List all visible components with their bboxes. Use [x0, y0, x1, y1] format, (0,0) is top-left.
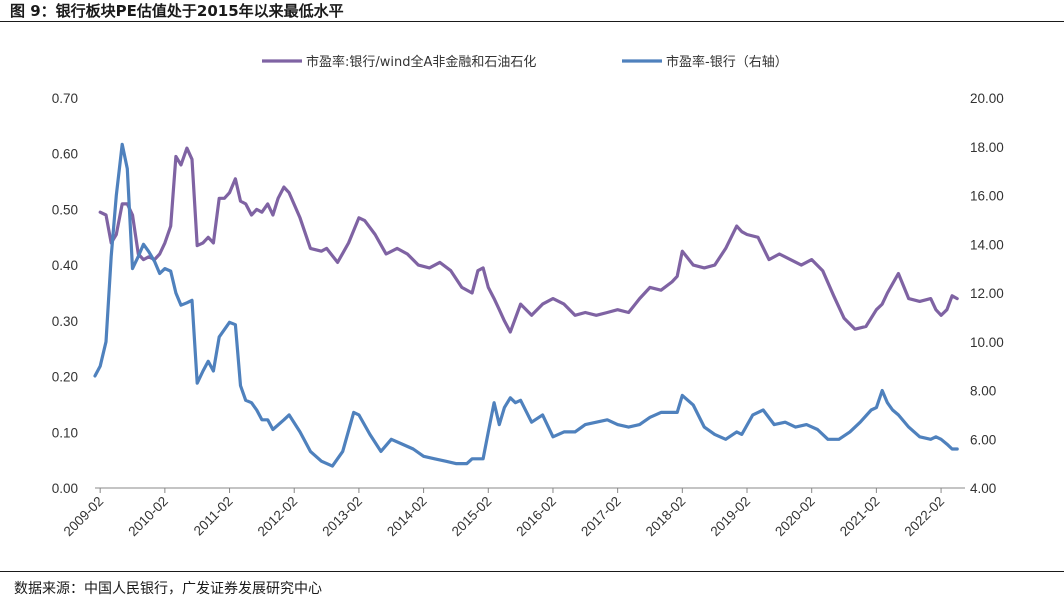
- y-right-tick-label: 18.00: [970, 140, 1004, 155]
- y-right-tick-label: 10.00: [970, 335, 1004, 350]
- y-right-tick-label: 16.00: [970, 189, 1004, 204]
- x-tick-label: 2013-02: [319, 494, 365, 540]
- y-left-tick-label: 0.20: [52, 370, 78, 385]
- x-tick-label: 2017-02: [578, 494, 624, 540]
- x-tick-label: 2011-02: [191, 494, 236, 539]
- y-right-tick-label: 12.00: [970, 286, 1004, 301]
- y-left-tick-label: 0.30: [52, 314, 78, 329]
- y-left-tick-label: 0.50: [52, 202, 78, 217]
- legend-label: 市盈率:银行/wind全A非金融和石油石化: [306, 54, 536, 70]
- figure-title: 图 9：银行板块PE估值处于2015年以来最低水平: [10, 2, 344, 20]
- y-left-tick-label: 0.10: [52, 425, 78, 440]
- x-tick-label: 2019-02: [707, 494, 753, 540]
- y-left-tick-label: 0.00: [52, 481, 78, 496]
- bottom-rule: [0, 571, 1064, 572]
- x-tick-label: 2014-02: [384, 494, 430, 540]
- y-right-tick-label: 8.00: [970, 384, 996, 399]
- x-tick-label: 2018-02: [643, 494, 689, 540]
- y-right-tick-label: 14.00: [970, 237, 1004, 252]
- x-tick-label: 2020-02: [772, 494, 818, 540]
- x-tick-label: 2021-02: [837, 494, 883, 540]
- series-line-ratio: [98, 146, 959, 334]
- axes: 0.00 0.10 0.20 0.30 0.40 0.50 0.60 0.70 4.00 6.00…: [52, 91, 1004, 539]
- y-left-tick-label: 0.40: [52, 258, 78, 273]
- line-chart: 市盈率:银行/wind全A非金融和石油石化 市盈率-银行（右轴） 0.00 0.10…: [52, 54, 1004, 539]
- x-tick-label: 2012-02: [255, 494, 301, 540]
- legend: 市盈率:银行/wind全A非金融和石油石化 市盈率-银行（右轴）: [262, 54, 788, 70]
- y-right-tick-label: 6.00: [970, 432, 996, 447]
- x-tick-label: 2010-02: [125, 494, 171, 540]
- x-tick-label: 2022-02: [902, 494, 948, 540]
- source-note: 数据来源：中国人民银行，广发证券发展研究中心: [14, 581, 322, 597]
- x-tick-label: 2009-02: [61, 494, 107, 540]
- legend-label: 市盈率-银行（右轴）: [666, 54, 788, 70]
- top-rule: [0, 21, 1064, 22]
- y-left-tick-label: 0.70: [52, 91, 78, 106]
- y-left-tick-label: 0.60: [52, 147, 78, 162]
- y-right-tick-label: 20.00: [970, 91, 1004, 106]
- y-right-tick-label: 4.00: [970, 481, 996, 496]
- series-lines: [93, 142, 959, 468]
- series-line-bank-pe: [93, 142, 959, 468]
- x-tick-label: 2015-02: [449, 494, 495, 540]
- x-tick-label: 2016-02: [513, 494, 559, 540]
